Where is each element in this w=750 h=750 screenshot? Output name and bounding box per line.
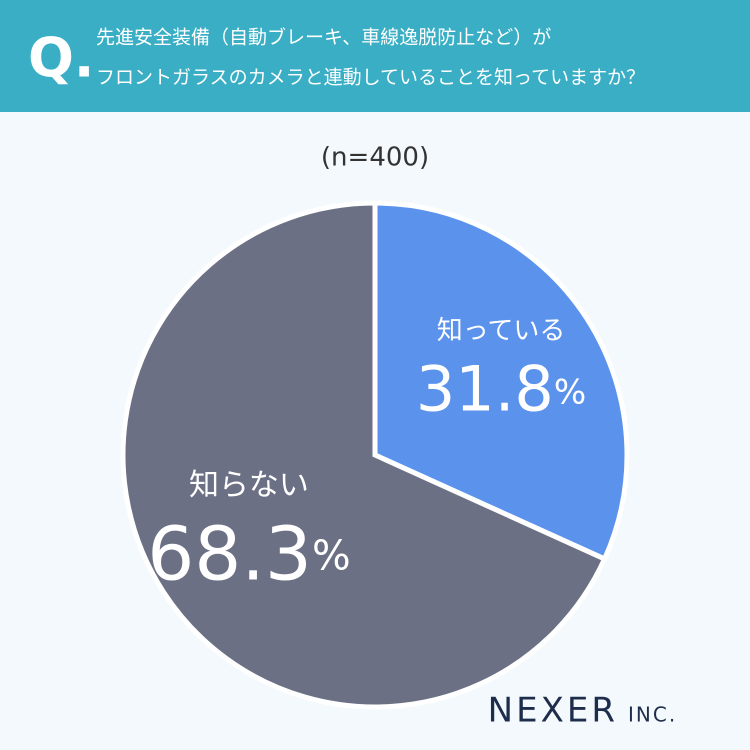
brand-name: NEXER bbox=[488, 691, 618, 731]
category-label: 知っている bbox=[437, 316, 566, 346]
subtitle: (n=400) bbox=[321, 143, 429, 173]
value-label: 31.8% bbox=[416, 353, 586, 426]
value-label: 68.3% bbox=[147, 511, 350, 597]
question-mark: Q. bbox=[28, 27, 94, 90]
header-band bbox=[0, 0, 750, 112]
brand-suffix: INC. bbox=[628, 703, 677, 727]
pie-slice bbox=[372, 200, 630, 563]
title-line: 先進安全装備（自動ブレーキ、車線逸脱防止など）が bbox=[96, 26, 551, 49]
pie-slice bbox=[120, 200, 608, 710]
pie bbox=[120, 200, 630, 710]
category-label: 知らない bbox=[189, 468, 309, 503]
title-line: フロントガラスのカメラと連動していることを知っていますか？ bbox=[96, 67, 645, 89]
